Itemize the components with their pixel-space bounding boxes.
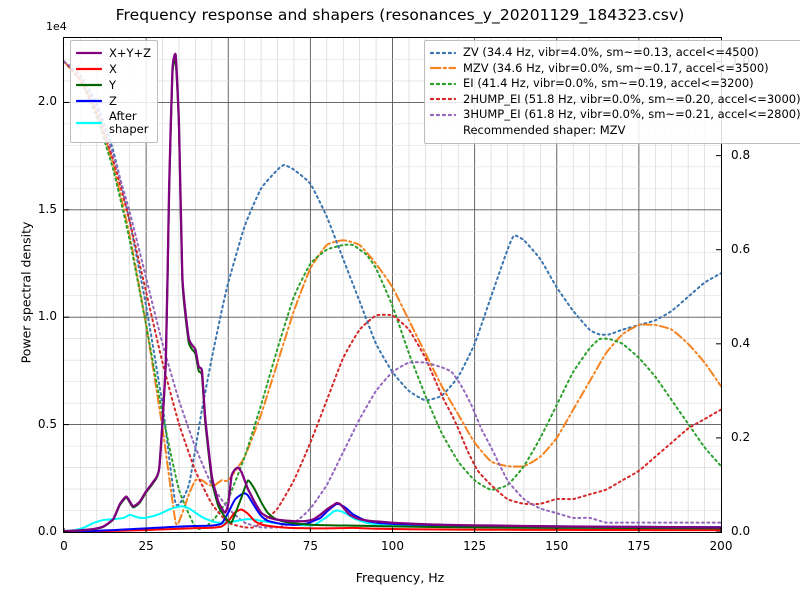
y-right-tick-0.6: 0.6 [731,241,751,256]
legend-item-label: EI (41.4 Hz, vibr=0.0%, sm~=0.19, accel<… [463,76,754,91]
legend-item-label: After shaper [109,108,149,136]
page-title: Frequency response and shapers (resonanc… [115,6,685,24]
x-axis-tick-25: 25 [138,539,154,553]
plot-area [63,37,722,533]
y-axis-multiplier-label: 1e4 [46,20,67,33]
y-right-tick-0.0: 0.0 [731,524,751,538]
y-right-tick-0.4: 0.4 [731,335,751,350]
legend-item-z[interactable]: Z [76,93,151,109]
legend-item-label: 3HUMP_EI (61.8 Hz, vibr=0.0%, sm~=0.21, … [463,107,800,122]
legend-item-label: 2HUMP_EI (51.8 Hz, vibr=0.0%, sm~=0.20, … [463,91,800,106]
legend-item-label: Z [109,93,117,108]
y-axis-left-label: Power spectral density [18,221,34,364]
x-axis-label: Frequency, Hz [355,570,445,585]
y-right-tick-0.2: 0.2 [731,429,751,444]
legend-signals: X+Y+Z X Y Z After shaper [70,40,159,143]
legend-line-icon [76,79,102,91]
legend-line-icon [430,78,456,90]
y-right-tick-0.8: 0.8 [731,147,751,162]
x-axis-tick-150: 150 [545,539,569,553]
legend-line-icon [76,47,102,59]
y-left-tick-0.0: 0.0 [37,524,57,538]
y-left-tick-1.5: 1.5 [37,201,57,216]
legend-item-mzv[interactable]: MZV (34.6 Hz, vibr=0.0%, sm~=0.17, accel… [430,61,800,77]
x-axis-tick-50: 50 [220,539,236,553]
shaper-curve-mzv [64,60,721,526]
y-left-tick-1.0: 1.0 [37,309,57,324]
legend-item-label: ZV (34.4 Hz, vibr=4.0%, sm~=0.13, accel<… [463,45,759,60]
y-left-tick-0.5: 0.5 [37,416,57,431]
x-axis-tick-0: 0 [60,539,68,553]
legend-line-icon [76,63,102,75]
psd-curve-x-y-z [64,52,721,532]
legend-item-label: X [109,61,117,76]
legend-line-icon [430,47,456,59]
legend-item-y[interactable]: Y [76,77,151,93]
legend-item-after-shaper[interactable]: After shaper [76,109,151,137]
legend-shapers: ZV (34.4 Hz, vibr=4.0%, sm~=0.13, accel<… [424,40,800,144]
legend-item-ei[interactable]: EI (41.4 Hz, vibr=0.0%, sm~=0.19, accel<… [430,76,800,92]
legend-line-icon [76,117,102,129]
shaper-curve-zv [64,60,721,507]
legend-line-icon [430,109,456,121]
legend-item-label: X+Y+Z [109,45,152,60]
legend-line-icon [430,62,456,74]
x-axis-tick-200: 200 [709,539,733,553]
x-axis-tick-100: 100 [381,539,404,553]
legend-item-label: MZV (34.6 Hz, vibr=0.0%, sm~=0.17, accel… [463,60,769,75]
shaper-curve-3hump_ei [64,60,721,529]
psd-curve-after-shaper [64,505,721,532]
legend-item-2hump_ei[interactable]: 2HUMP_EI (51.8 Hz, vibr=0.0%, sm~=0.20, … [430,92,800,108]
x-axis-tick-75: 75 [302,539,319,553]
legend-item-3hump_ei[interactable]: 3HUMP_EI (61.8 Hz, vibr=0.0%, sm~=0.21, … [430,107,800,123]
legend-line-icon [76,95,102,107]
y-left-tick-2.0: 2.0 [37,94,57,109]
recommended-shaper-note: Recommended shaper: MZV [463,123,626,138]
legend-item-label: Y [109,77,117,92]
legend-line-icon [430,93,456,105]
shaper-curve-2hump_ei [64,60,721,529]
legend-item-x-y-z[interactable]: X+Y+Z [76,45,151,61]
psd-curve-x [64,508,721,532]
legend-item-zv[interactable]: ZV (34.4 Hz, vibr=4.0%, sm~=0.13, accel<… [430,45,800,61]
x-axis-tick-125: 125 [463,539,487,553]
x-axis-tick-175: 175 [627,539,651,553]
legend-item-x[interactable]: X [76,61,151,77]
